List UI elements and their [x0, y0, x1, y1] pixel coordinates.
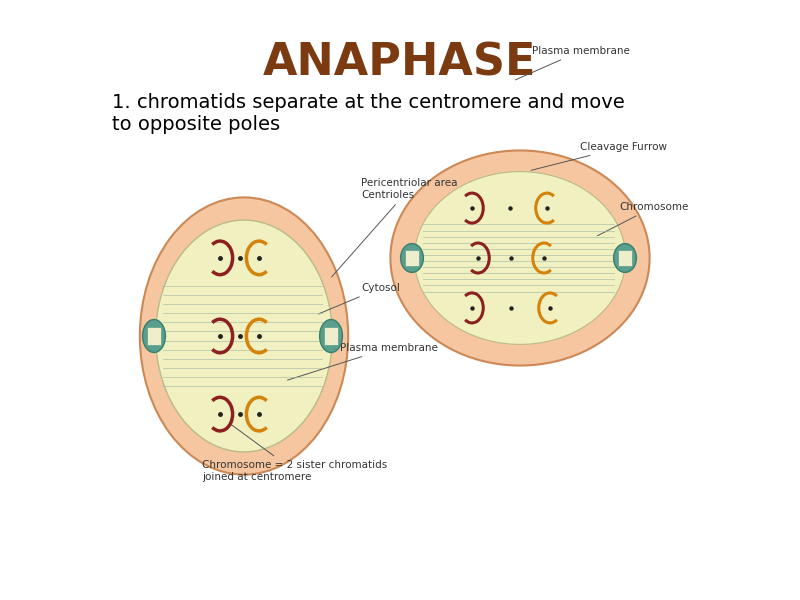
Ellipse shape	[320, 319, 342, 352]
Text: 1. chromatids separate at the centromere and move
to opposite poles: 1. chromatids separate at the centromere…	[112, 93, 625, 134]
Ellipse shape	[142, 319, 166, 352]
Polygon shape	[414, 172, 626, 344]
Text: Cytosol: Cytosol	[318, 283, 400, 314]
Polygon shape	[390, 151, 650, 365]
Text: Pericentriolar area
Centrioles: Pericentriolar area Centrioles	[332, 178, 458, 277]
Bar	[618, 250, 632, 266]
Bar	[324, 327, 338, 345]
Ellipse shape	[614, 244, 637, 272]
Text: Chromosome: Chromosome	[598, 202, 688, 236]
Ellipse shape	[401, 244, 423, 272]
Bar	[147, 327, 162, 345]
Text: Plasma membrane: Plasma membrane	[287, 343, 438, 380]
Ellipse shape	[140, 197, 348, 475]
Ellipse shape	[156, 220, 332, 452]
Text: Plasma membrane: Plasma membrane	[515, 46, 630, 80]
Text: ANAPHASE: ANAPHASE	[263, 42, 537, 85]
Bar	[405, 250, 419, 266]
Text: Cleavage Furrow: Cleavage Furrow	[531, 142, 667, 170]
Text: Chromosome = 2 sister chromatids
joined at centromere: Chromosome = 2 sister chromatids joined …	[202, 425, 387, 482]
